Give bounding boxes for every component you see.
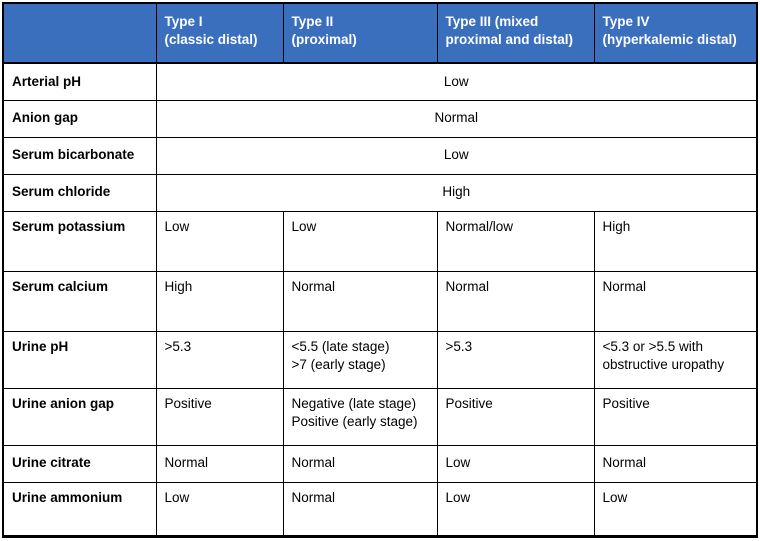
- header-row: Type I (classic distal) Type II (proxima…: [2, 2, 758, 64]
- row-serum-bicarbonate: Serum bicarbonate Low: [2, 136, 758, 175]
- row-label: Urine anion gap: [2, 387, 157, 446]
- row-label: Serum bicarbonate: [2, 136, 157, 175]
- row-label: Arterial pH: [2, 62, 157, 101]
- column-header-type-2: Type II (proximal): [282, 2, 438, 64]
- value-cell: Normal: [282, 481, 438, 537]
- row-serum-potassium: Serum potassium Low Low Normal/low High: [2, 210, 758, 272]
- value-cell: Normal: [282, 444, 438, 483]
- merged-value-cell: Low: [155, 136, 758, 175]
- merged-value-cell: High: [155, 173, 758, 212]
- value-cell: Low: [155, 210, 284, 272]
- row-arterial-ph: Arterial pH Low: [2, 62, 758, 101]
- value-cell: Low: [593, 481, 758, 537]
- value-cell: Positive: [593, 387, 758, 446]
- row-serum-chloride: Serum chloride High: [2, 173, 758, 212]
- row-serum-calcium: Serum calcium High Normal Normal Normal: [2, 270, 758, 332]
- row-label: Anion gap: [2, 99, 157, 138]
- value-cell: Low: [155, 481, 284, 537]
- value-cell: Positive: [436, 387, 595, 446]
- value-cell: Normal: [593, 270, 758, 332]
- value-cell: Normal: [593, 444, 758, 483]
- value-cell: Low: [436, 481, 595, 537]
- row-anion-gap: Anion gap Normal: [2, 99, 758, 138]
- column-header-type-4: Type IV (hyperkalemic distal): [593, 2, 758, 64]
- value-cell: >5.3: [436, 330, 595, 389]
- value-cell: <5.3 or >5.5 with obstructive uropathy: [593, 330, 758, 389]
- merged-value-cell: Low: [155, 62, 758, 101]
- value-cell: Low: [436, 444, 595, 483]
- value-cell: High: [155, 270, 284, 332]
- row-label: Urine pH: [2, 330, 157, 389]
- value-cell: Normal: [282, 270, 438, 332]
- value-cell: Negative (late stage) Positive (early st…: [282, 387, 438, 446]
- row-urine-anion-gap: Urine anion gap Positive Negative (late …: [2, 387, 758, 446]
- corner-cell: [2, 2, 157, 64]
- row-urine-ph: Urine pH >5.3 <5.5 (late stage) >7 (earl…: [2, 330, 758, 389]
- value-cell: Normal: [436, 270, 595, 332]
- value-cell: High: [593, 210, 758, 272]
- value-cell: Normal: [155, 444, 284, 483]
- column-header-type-1: Type I (classic distal): [155, 2, 284, 64]
- row-urine-ammonium: Urine ammonium Low Normal Low Low: [2, 481, 758, 537]
- row-label: Serum calcium: [2, 270, 157, 332]
- row-label: Urine citrate: [2, 444, 157, 483]
- value-cell: Low: [282, 210, 438, 272]
- value-cell: >5.3: [155, 330, 284, 389]
- row-label: Urine ammonium: [2, 481, 157, 537]
- row-urine-citrate: Urine citrate Normal Normal Low Normal: [2, 444, 758, 483]
- value-cell: Normal/low: [436, 210, 595, 272]
- value-cell: Positive: [155, 387, 284, 446]
- value-cell: <5.5 (late stage) >7 (early stage): [282, 330, 438, 389]
- column-header-type-3: Type III (mixed proximal and distal): [436, 2, 595, 64]
- row-label: Serum chloride: [2, 173, 157, 212]
- merged-value-cell: Normal: [155, 99, 758, 138]
- row-label: Serum potassium: [2, 210, 157, 272]
